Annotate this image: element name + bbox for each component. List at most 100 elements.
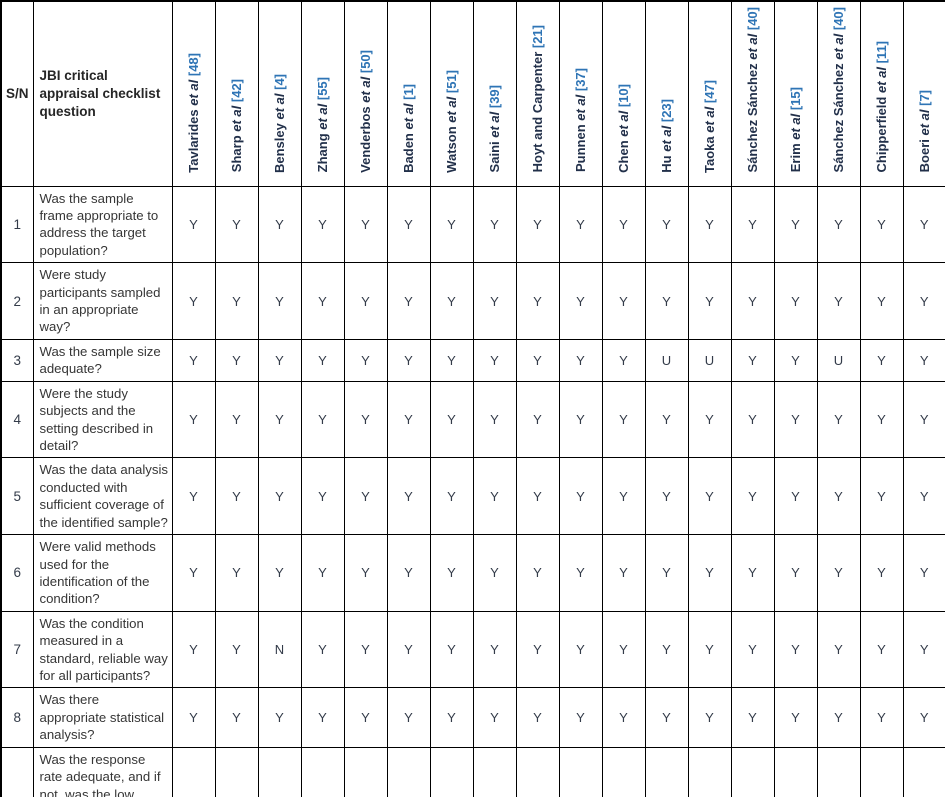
cell-value-1: Y [171, 380, 216, 459]
cell-value-2: Y [214, 338, 259, 382]
cell-value-17: Y [859, 338, 904, 382]
cell-value-13: Y [687, 457, 732, 536]
cell-value-12: Y [644, 610, 689, 689]
cell-sn: 5 [0, 457, 34, 536]
cell-value-16: Y [816, 380, 861, 459]
cell-value-13: Y [687, 262, 732, 340]
cell-value-17: Y [859, 185, 904, 264]
cell-value-18: Y [902, 687, 945, 748]
cell-value-12: U [644, 746, 689, 797]
cell-value-10: Y [558, 338, 603, 382]
cell-value-12: Y [644, 262, 689, 340]
cell-value-12: Y [644, 457, 689, 536]
cell-value-3: Y [257, 185, 302, 264]
question-row-5: 5 Was the data analysis conducted with su… [0, 457, 945, 536]
cell-value-18: Y [902, 610, 945, 689]
cell-value-1: Y [171, 534, 216, 612]
cell-value-11: Y [601, 338, 646, 382]
cell-value-5: Y [343, 687, 388, 748]
study-label: Watson et al [51] [444, 69, 459, 173]
cell-value-7: Y [429, 262, 474, 340]
study-label: Venderbos et al [50] [358, 49, 373, 173]
cell-value-16: Y [816, 457, 861, 536]
cell-value-5: Y [343, 457, 388, 536]
cell-value-1: Y [171, 262, 216, 340]
cell-value-6: Y [386, 185, 431, 264]
cell-value-9: Y [515, 185, 560, 264]
cell-value-10: Y [558, 185, 603, 264]
cell-value-5: Y [343, 338, 388, 382]
cell-value-4: Y [300, 610, 345, 689]
cell-value-15: Y [773, 338, 818, 382]
cell-value-4: Y [300, 185, 345, 264]
cell-value-4: Y [300, 457, 345, 536]
cell-value-8: Y [472, 185, 517, 264]
cell-value-11: Y [601, 262, 646, 340]
cell-value-14: Y [730, 746, 775, 797]
cell-value-6: Y [386, 746, 431, 797]
cell-value-12: Y [644, 534, 689, 612]
cell-value-13: U [687, 338, 732, 382]
col-header-study-13: Taoka et al [47] [687, 0, 732, 187]
cell-value-6: Y [386, 338, 431, 382]
cell-value-17: Y [859, 687, 904, 748]
cell-value-11: Y [601, 380, 646, 459]
cell-value-14: Y [730, 534, 775, 612]
cell-value-3: Y [257, 262, 302, 340]
cell-value-8: Y [472, 534, 517, 612]
cell-question: Were valid methods used for the identifi… [32, 534, 173, 612]
col-header-study-3: Bensley et al [4] [257, 0, 302, 187]
question-row-2: 2 Were study participants sampled in an a… [0, 262, 945, 340]
cell-value-15: Y [773, 185, 818, 264]
study-label: Zhang et al [55] [315, 77, 330, 173]
cell-value-16: Y [816, 185, 861, 264]
cell-sn: 7 [0, 610, 34, 689]
cell-value-12: Y [644, 185, 689, 264]
cell-value-7: Y [429, 610, 474, 689]
cell-sn: 8 [0, 687, 34, 748]
cell-value-6: Y [386, 687, 431, 748]
cell-question: Was there appropriate statistical analys… [32, 687, 173, 748]
cell-value-10: Y [558, 687, 603, 748]
cell-value-5: Y [343, 534, 388, 612]
cell-value-12: Y [644, 687, 689, 748]
cell-value-5: Y [343, 380, 388, 459]
cell-value-13: Y [687, 534, 732, 612]
cell-value-2: Y [214, 687, 259, 748]
cell-value-17: Y [859, 534, 904, 612]
cell-value-2: Y [214, 380, 259, 459]
study-label: Sharp et al [42] [229, 79, 244, 173]
cell-sn: 3 [0, 338, 34, 382]
cell-value-12: Y [644, 380, 689, 459]
cell-value-15: Y [773, 687, 818, 748]
cell-value-3: Y [257, 457, 302, 536]
col-header-study-18: Boeri et al [7] [902, 0, 945, 187]
cell-value-5: Y [343, 746, 388, 797]
cell-value-17: Y [859, 457, 904, 536]
cell-value-11: N [601, 746, 646, 797]
question-row-8: 8 Was there appropriate statistical analy… [0, 687, 945, 748]
cell-value-14: Y [730, 262, 775, 340]
col-header-study-6: Baden et al [1] [386, 0, 431, 187]
cell-value-14: Y [730, 687, 775, 748]
cell-value-5: Y [343, 610, 388, 689]
cell-value-9: Y [515, 610, 560, 689]
col-header-study-2: Sharp et al [42] [214, 0, 259, 187]
cell-value-7: Y [429, 338, 474, 382]
study-label: Hoyt and Carpenter [21] [530, 25, 545, 173]
cell-value-9: U [515, 746, 560, 797]
cell-value-6: Y [386, 610, 431, 689]
cell-question: Was the data analysis conducted with suf… [32, 457, 173, 536]
cell-value-11: Y [601, 457, 646, 536]
col-header-question: JBI critical appraisal checklist questio… [32, 0, 173, 187]
cell-question: Was the response rate adequate, and if n… [32, 746, 173, 797]
cell-value-15: Y [773, 610, 818, 689]
cell-value-18: Y [902, 380, 945, 459]
cell-value-14: Y [730, 185, 775, 264]
cell-value-9: Y [515, 457, 560, 536]
cell-value-8: Y [472, 746, 517, 797]
col-header-study-8: Saini et al [39] [472, 0, 517, 187]
cell-question: Was the sample size adequate? [32, 338, 173, 382]
question-row-1: 1 Was the sample frame appropriate to add… [0, 185, 945, 264]
